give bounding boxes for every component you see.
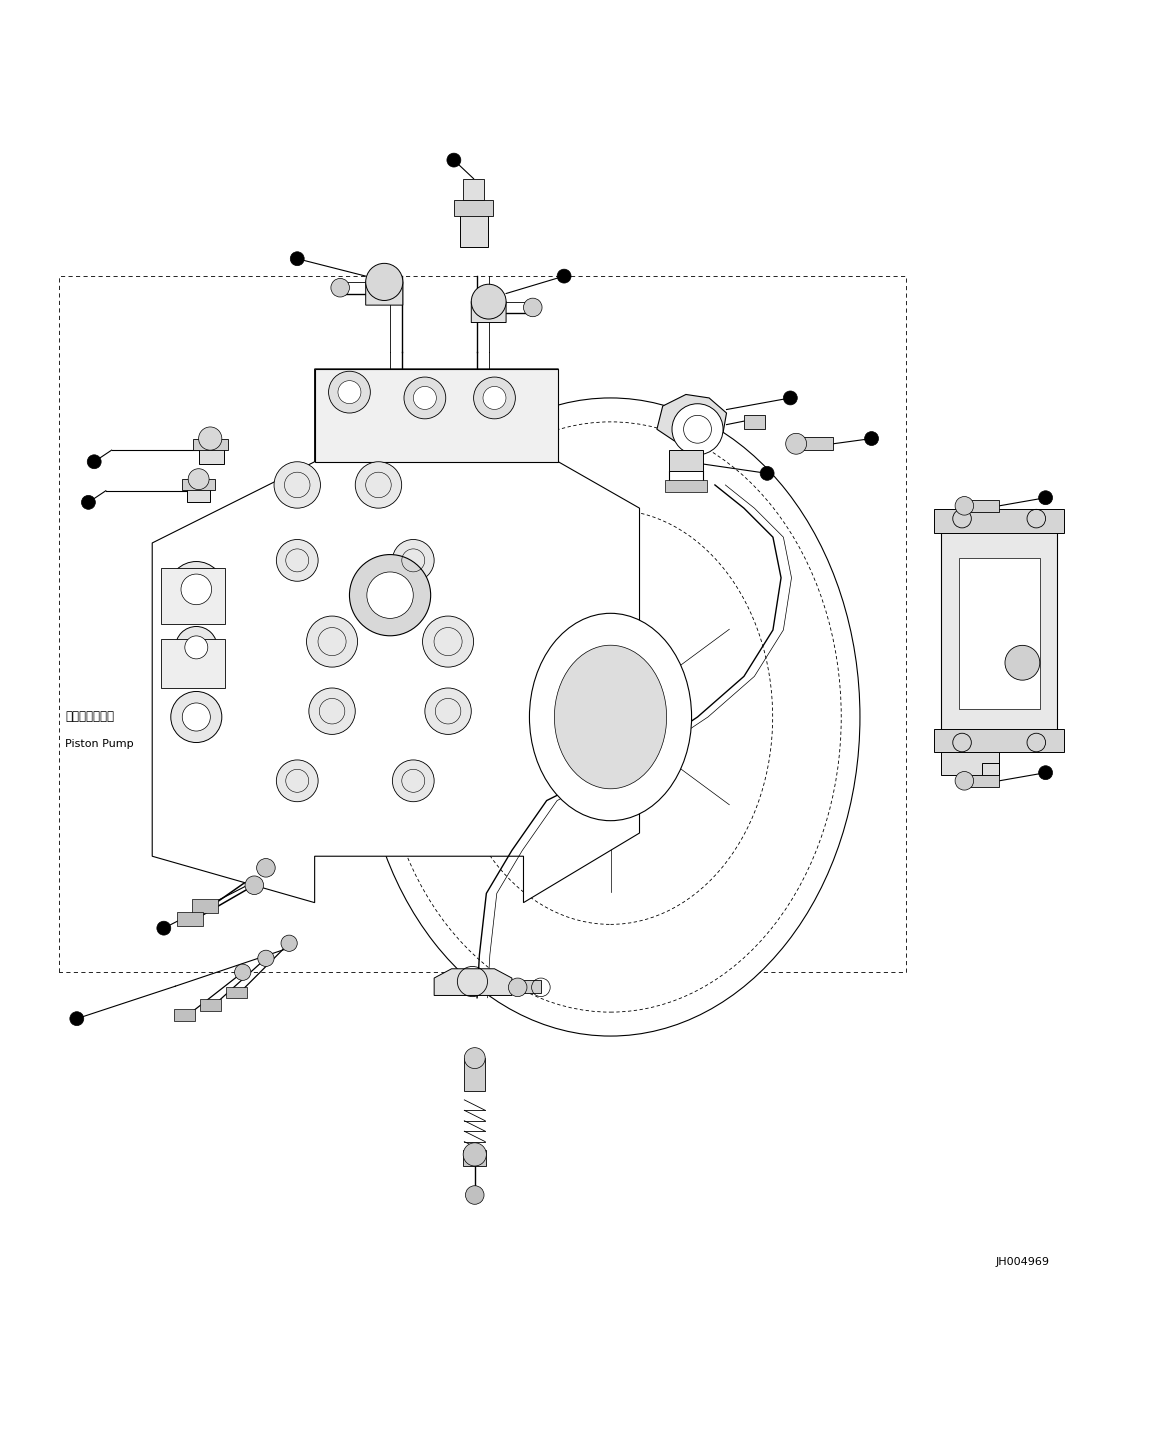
Bar bbox=[454, 199, 493, 215]
Bar bbox=[665, 480, 707, 492]
Circle shape bbox=[355, 462, 401, 508]
Circle shape bbox=[508, 978, 527, 997]
Circle shape bbox=[483, 386, 506, 410]
Circle shape bbox=[465, 1186, 484, 1205]
Circle shape bbox=[87, 455, 101, 469]
Circle shape bbox=[81, 495, 95, 509]
Circle shape bbox=[291, 252, 305, 265]
Circle shape bbox=[349, 555, 430, 635]
Circle shape bbox=[955, 496, 973, 515]
Circle shape bbox=[185, 635, 208, 658]
Circle shape bbox=[955, 771, 973, 790]
Polygon shape bbox=[941, 747, 999, 774]
Circle shape bbox=[1039, 490, 1053, 505]
Polygon shape bbox=[657, 394, 727, 440]
Circle shape bbox=[338, 380, 361, 403]
Circle shape bbox=[277, 760, 319, 802]
Circle shape bbox=[365, 264, 402, 301]
Bar bbox=[162, 640, 226, 688]
Circle shape bbox=[199, 427, 222, 450]
Circle shape bbox=[761, 466, 775, 480]
Bar bbox=[964, 500, 999, 512]
Circle shape bbox=[864, 432, 878, 446]
Ellipse shape bbox=[361, 399, 859, 1035]
Circle shape bbox=[463, 1143, 486, 1166]
Ellipse shape bbox=[529, 614, 692, 820]
Circle shape bbox=[473, 377, 515, 419]
Circle shape bbox=[245, 876, 264, 895]
Circle shape bbox=[157, 921, 171, 935]
Polygon shape bbox=[434, 969, 512, 995]
Circle shape bbox=[307, 617, 357, 667]
Bar bbox=[934, 728, 1064, 751]
Polygon shape bbox=[315, 369, 558, 462]
Circle shape bbox=[523, 298, 542, 317]
Bar bbox=[162, 568, 226, 624]
Circle shape bbox=[447, 153, 461, 166]
Circle shape bbox=[471, 284, 506, 318]
Circle shape bbox=[331, 278, 349, 297]
Circle shape bbox=[183, 703, 211, 731]
Circle shape bbox=[786, 433, 807, 455]
Bar bbox=[669, 450, 704, 470]
Bar bbox=[518, 981, 541, 994]
Circle shape bbox=[258, 951, 274, 967]
Circle shape bbox=[281, 935, 298, 951]
Polygon shape bbox=[365, 268, 402, 305]
Bar bbox=[174, 1010, 195, 1021]
Circle shape bbox=[274, 462, 321, 508]
Circle shape bbox=[1005, 645, 1040, 680]
Circle shape bbox=[366, 572, 413, 618]
Bar bbox=[958, 558, 1040, 708]
Bar bbox=[193, 439, 228, 450]
Polygon shape bbox=[471, 288, 506, 323]
Circle shape bbox=[392, 760, 434, 802]
Bar bbox=[187, 483, 211, 502]
Bar bbox=[183, 479, 215, 489]
Bar bbox=[463, 1150, 486, 1166]
Ellipse shape bbox=[555, 645, 666, 789]
Circle shape bbox=[424, 688, 471, 734]
Bar bbox=[463, 179, 484, 199]
Circle shape bbox=[169, 562, 224, 617]
Circle shape bbox=[784, 391, 798, 404]
Bar bbox=[200, 999, 221, 1011]
Circle shape bbox=[422, 617, 473, 667]
Bar bbox=[964, 774, 999, 787]
Circle shape bbox=[329, 371, 370, 413]
Circle shape bbox=[188, 469, 209, 489]
Text: Piston Pump: Piston Pump bbox=[65, 739, 134, 749]
Bar bbox=[178, 912, 204, 926]
Circle shape bbox=[309, 688, 355, 734]
Bar bbox=[199, 443, 224, 465]
Circle shape bbox=[277, 539, 319, 581]
Circle shape bbox=[70, 1012, 84, 1025]
Bar bbox=[192, 899, 217, 913]
Text: ピストンポンプ: ピストンポンプ bbox=[65, 710, 114, 724]
Circle shape bbox=[413, 386, 436, 410]
Polygon shape bbox=[152, 369, 640, 902]
Bar bbox=[744, 416, 765, 429]
Circle shape bbox=[404, 377, 445, 419]
Circle shape bbox=[392, 539, 434, 581]
Circle shape bbox=[464, 1048, 485, 1068]
Bar bbox=[797, 437, 833, 450]
Bar bbox=[934, 509, 1064, 532]
Bar bbox=[464, 1058, 485, 1091]
Circle shape bbox=[557, 270, 571, 282]
Bar bbox=[941, 523, 1057, 739]
Circle shape bbox=[181, 574, 212, 605]
Bar bbox=[226, 987, 247, 998]
Circle shape bbox=[235, 964, 251, 981]
Bar bbox=[459, 212, 487, 247]
Circle shape bbox=[257, 859, 276, 878]
Circle shape bbox=[171, 691, 222, 743]
Text: JH004969: JH004969 bbox=[996, 1258, 1049, 1268]
Circle shape bbox=[176, 627, 217, 668]
Circle shape bbox=[672, 404, 723, 455]
Circle shape bbox=[1039, 766, 1053, 780]
